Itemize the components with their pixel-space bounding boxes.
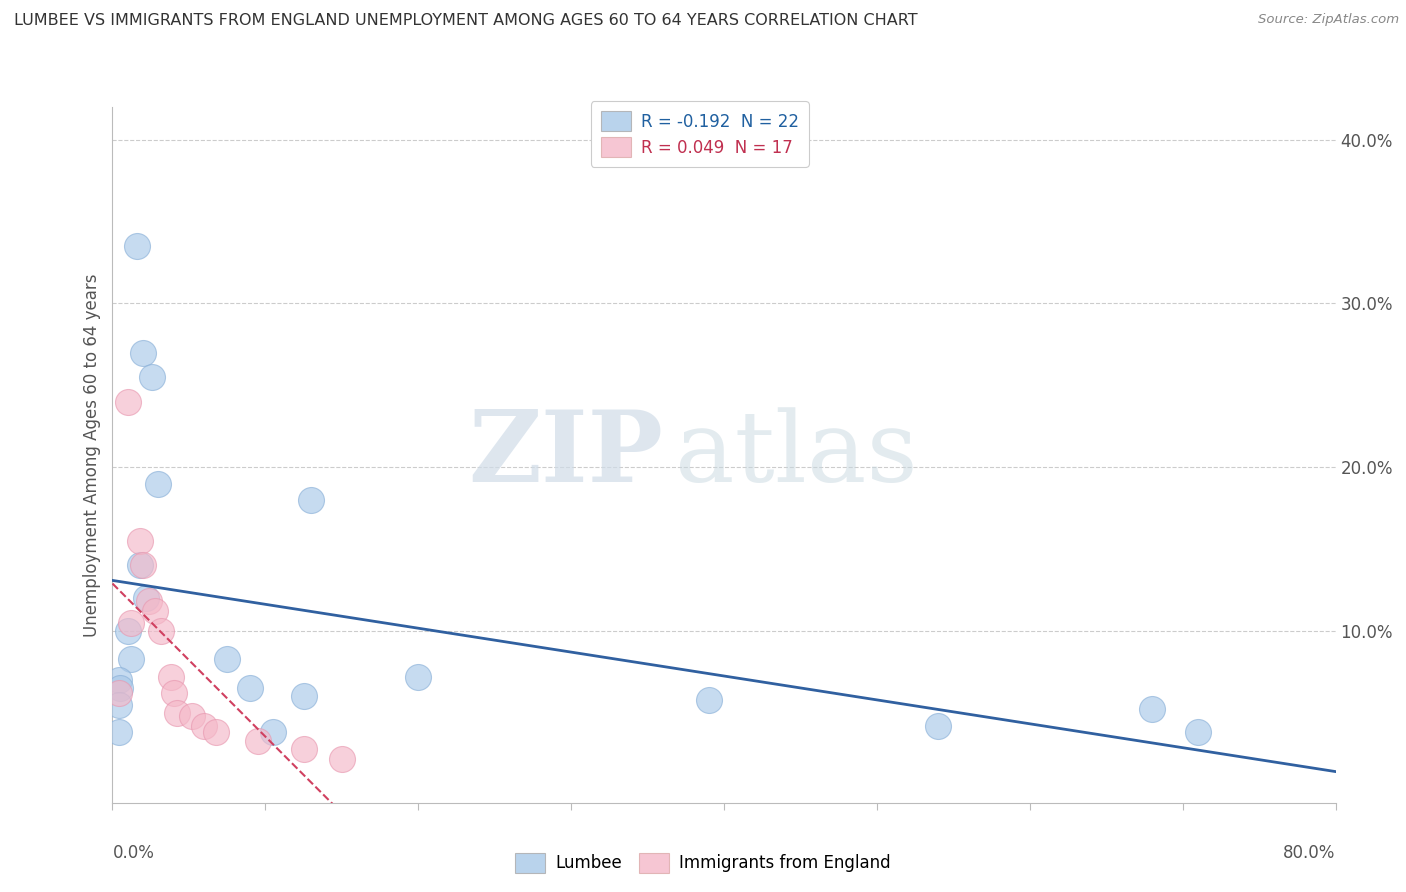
Point [181,709,204,723]
Point [132,558,155,573]
Point [239,681,262,696]
Point [148,476,170,491]
Point [166,706,188,720]
Point [117,624,139,638]
Point [1187,725,1209,739]
Point [141,370,163,384]
Point [262,725,284,739]
Point [107,673,129,687]
Point [132,345,155,359]
Point [1142,702,1164,716]
Point [246,733,269,747]
Point [150,624,173,638]
Point [408,670,430,684]
Text: 0.0%: 0.0% [112,844,155,862]
Point [292,690,315,704]
Text: Source: ZipAtlas.com: Source: ZipAtlas.com [1258,13,1399,27]
Point [163,686,186,700]
Legend: Lumbee, Immigrants from England: Lumbee, Immigrants from England [509,847,897,880]
Text: atlas: atlas [675,407,918,503]
Point [217,651,239,665]
Point [193,719,215,733]
Point [159,670,181,684]
Text: 80.0%: 80.0% [1284,844,1336,862]
Point [143,604,166,618]
Point [129,533,152,548]
Point [292,741,315,756]
Point [120,651,142,665]
Point [117,394,139,409]
Point [129,558,152,573]
Point [205,725,228,739]
Point [107,686,129,700]
Point [697,692,720,706]
Point [108,681,131,696]
Point [107,698,129,712]
Text: LUMBEE VS IMMIGRANTS FROM ENGLAND UNEMPLOYMENT AMONG AGES 60 TO 64 YEARS CORRELA: LUMBEE VS IMMIGRANTS FROM ENGLAND UNEMPL… [14,13,918,29]
Point [138,594,160,608]
Y-axis label: Unemployment Among Ages 60 to 64 years: Unemployment Among Ages 60 to 64 years [83,273,101,637]
Point [125,239,148,253]
Point [330,751,353,765]
Point [927,719,949,733]
Text: ZIP: ZIP [468,407,664,503]
Point [299,492,322,507]
Point [107,725,129,739]
Legend: R = -0.192  N = 22, R = 0.049  N = 17: R = -0.192 N = 22, R = 0.049 N = 17 [591,102,808,167]
Point [120,615,142,630]
Point [135,591,157,606]
